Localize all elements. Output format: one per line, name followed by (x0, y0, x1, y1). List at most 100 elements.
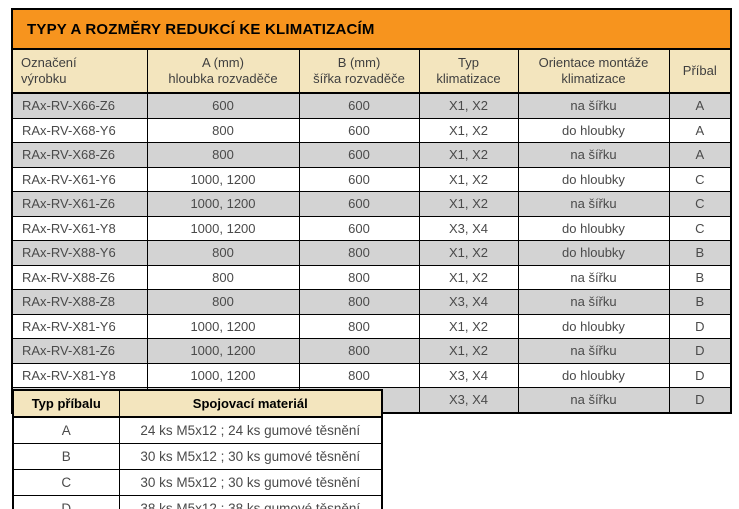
cell-width: 600 (298, 215, 420, 241)
cell-pack: A (668, 142, 732, 168)
cell-orientation: na šířku (517, 338, 670, 364)
cell-width: 800 (298, 289, 420, 315)
cell-depth: 800 (146, 289, 300, 315)
column-header-mount-orientation: Orientace montáže klimatizace (517, 48, 670, 94)
cell-ac-type: X3, X4 (418, 362, 519, 388)
reduction-types-table: TYPY A ROZMĚRY REDUKCÍ KE KLIMATIZACÍM O… (11, 8, 733, 414)
cell-product-code: RAx-RV-X61-Y6 (11, 166, 148, 192)
cell-pack-type: D (12, 495, 120, 509)
cell-depth: 1000, 1200 (146, 166, 300, 192)
cell-pack-type: A (12, 416, 120, 444)
cell-orientation: do hloubky (517, 240, 670, 266)
cell-ac-type: X1, X2 (418, 313, 519, 339)
table-row: RAx-RV-X66-Z6 600 600 X1, X2 na šířku A (11, 92, 732, 119)
cell-width: 600 (298, 117, 420, 143)
cell-depth: 800 (146, 117, 300, 143)
cell-depth: 1000, 1200 (146, 362, 300, 388)
cell-orientation: na šířku (517, 264, 670, 290)
cell-orientation: do hloubky (517, 313, 670, 339)
cell-product-code: RAx-RV-X88-Y6 (11, 240, 148, 266)
cell-pack: B (668, 240, 732, 266)
cell-product-code: RAx-RV-X68-Z6 (11, 142, 148, 168)
cell-width: 600 (298, 166, 420, 192)
cell-fastening-material: 38 ks M5x12 ; 38 ks gumové těsnění (118, 495, 383, 509)
cell-ac-type: X1, X2 (418, 117, 519, 143)
cell-width: 800 (298, 240, 420, 266)
cell-width: 800 (298, 313, 420, 339)
cell-ac-type: X1, X2 (418, 191, 519, 217)
cell-ac-type: X3, X4 (418, 387, 519, 413)
cell-orientation: na šířku (517, 142, 670, 168)
cell-ac-type: X1, X2 (418, 142, 519, 168)
cell-depth: 1000, 1200 (146, 191, 300, 217)
cell-pack: A (668, 92, 732, 119)
cell-pack: B (668, 264, 732, 290)
table-row: RAx-RV-X68-Y6 800 600 X1, X2 do hloubky … (11, 117, 732, 143)
cell-pack-type: B (12, 443, 120, 470)
cell-depth: 800 (146, 264, 300, 290)
table-row: A 24 ks M5x12 ; 24 ks gumové těsnění (12, 416, 383, 444)
table-row: RAx-RV-X81-Y6 1000, 1200 800 X1, X2 do h… (11, 313, 732, 339)
cell-product-code: RAx-RV-X81-Y6 (11, 313, 148, 339)
column-header-width-b: B (mm) šířka rozvaděče (298, 48, 420, 94)
cell-product-code: RAx-RV-X88-Z8 (11, 289, 148, 315)
table-row: RAx-RV-X61-Z6 1000, 1200 600 X1, X2 na š… (11, 191, 732, 217)
column-header-depth-a: A (mm) hloubka rozvaděče (146, 48, 300, 94)
cell-product-code: RAx-RV-X66-Z6 (11, 92, 148, 119)
cell-orientation: na šířku (517, 92, 670, 119)
cell-pack: D (668, 338, 732, 364)
cell-product-code: RAx-RV-X88-Z6 (11, 264, 148, 290)
cell-product-code: RAx-RV-X81-Z6 (11, 338, 148, 364)
table-row: RAx-RV-X88-Z8 800 800 X3, X4 na šířku B (11, 289, 732, 315)
cell-pack: A (668, 117, 732, 143)
cell-pack: D (668, 313, 732, 339)
reduction-types-table-container: TYPY A ROZMĚRY REDUKCÍ KE KLIMATIZACÍM O… (11, 8, 733, 414)
table-row: RAx-RV-X61-Y8 1000, 1200 600 X3, X4 do h… (11, 215, 732, 241)
cell-depth: 800 (146, 142, 300, 168)
cell-width: 800 (298, 362, 420, 388)
cell-orientation: na šířku (517, 191, 670, 217)
table-row: C 30 ks M5x12 ; 30 ks gumové těsnění (12, 469, 383, 496)
cell-orientation: do hloubky (517, 117, 670, 143)
cell-orientation: na šířku (517, 289, 670, 315)
cell-fastening-material: 30 ks M5x12 ; 30 ks gumové těsnění (118, 469, 383, 496)
title-row: TYPY A ROZMĚRY REDUKCÍ KE KLIMATIZACÍM (11, 8, 732, 50)
cell-fastening-material: 30 ks M5x12 ; 30 ks gumové těsnění (118, 443, 383, 470)
cell-orientation: do hloubky (517, 215, 670, 241)
cell-pack: D (668, 387, 732, 413)
cell-ac-type: X1, X2 (418, 338, 519, 364)
cell-width: 800 (298, 264, 420, 290)
cell-orientation: na šířku (517, 387, 670, 413)
cell-product-code: RAx-RV-X68-Y6 (11, 117, 148, 143)
cell-depth: 600 (146, 92, 300, 119)
cell-pack: C (668, 215, 732, 241)
cell-ac-type: X1, X2 (418, 240, 519, 266)
cell-pack-type: C (12, 469, 120, 496)
cell-ac-type: X1, X2 (418, 92, 519, 119)
table-row: RAx-RV-X88-Z6 800 800 X1, X2 na šířku B (11, 264, 732, 290)
cell-width: 600 (298, 142, 420, 168)
cell-pack: C (668, 166, 732, 192)
cell-depth: 1000, 1200 (146, 338, 300, 364)
cell-ac-type: X3, X4 (418, 215, 519, 241)
table-row: RAx-RV-X61-Y6 1000, 1200 600 X1, X2 do h… (11, 166, 732, 192)
accessory-pack-table-container: Typ příbalu Spojovací materiál A 24 ks M… (12, 389, 383, 509)
column-header-fastening-material: Spojovací materiál (118, 389, 383, 418)
column-header-product-code: Označení výrobku (11, 48, 148, 94)
cell-ac-type: X1, X2 (418, 264, 519, 290)
cell-pack: D (668, 362, 732, 388)
table-row: RAx-RV-X68-Z6 800 600 X1, X2 na šířku A (11, 142, 732, 168)
cell-depth: 800 (146, 240, 300, 266)
table-row: RAx-RV-X81-Y8 1000, 1200 800 X3, X4 do h… (11, 362, 732, 388)
column-header-row: Typ příbalu Spojovací materiál (12, 389, 383, 418)
cell-product-code: RAx-RV-X61-Z6 (11, 191, 148, 217)
table-row: B 30 ks M5x12 ; 30 ks gumové těsnění (12, 443, 383, 470)
accessory-pack-table: Typ příbalu Spojovací materiál A 24 ks M… (12, 389, 383, 509)
cell-orientation: do hloubky (517, 362, 670, 388)
column-header-pack-type: Typ příbalu (12, 389, 120, 418)
cell-product-code: RAx-RV-X61-Y8 (11, 215, 148, 241)
column-header-row: Označení výrobku A (mm) hloubka rozvaděč… (11, 48, 732, 94)
cell-fastening-material: 24 ks M5x12 ; 24 ks gumové těsnění (118, 416, 383, 444)
table-row: RAx-RV-X81-Z6 1000, 1200 800 X1, X2 na š… (11, 338, 732, 364)
page-title: TYPY A ROZMĚRY REDUKCÍ KE KLIMATIZACÍM (11, 8, 732, 50)
